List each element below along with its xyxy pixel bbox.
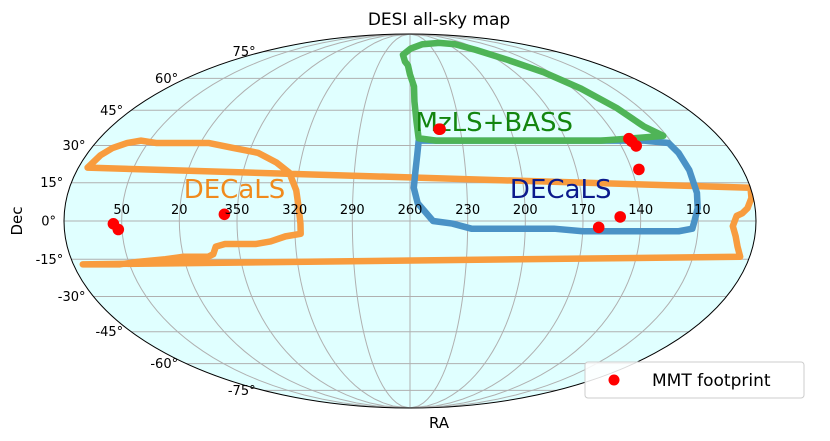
dec-tick-label: -30° (58, 290, 86, 305)
x-axis-label: RA (429, 414, 450, 432)
ra-tick-label: 320 (282, 203, 307, 218)
dec-tick-label: 15° (40, 176, 63, 191)
dec-tick-label: 45° (100, 104, 123, 119)
ra-gridline (178, 34, 411, 408)
ra-gridline (236, 34, 411, 408)
ra-tick-label: 170 (571, 203, 596, 218)
mmt-footprint-point (630, 140, 642, 152)
ra-tick-label: 230 (455, 203, 480, 218)
ra-tick-label: 350 (225, 203, 250, 218)
ra-tick-label: 20 (171, 203, 188, 218)
ra-gridline (294, 34, 411, 408)
region-label-decals: DECaLS (510, 175, 612, 205)
dec-tick-label: -75° (228, 384, 256, 399)
ra-gridline (409, 34, 526, 408)
dec-tick-label: 30° (62, 139, 85, 154)
ra-tick-label: 290 (340, 203, 365, 218)
legend-label-mmt-footprint: MMT footprint (652, 371, 771, 391)
region-label-decals: DECaLS (184, 175, 286, 205)
dec-tick-label: -45° (95, 325, 123, 340)
ra-gridline (121, 34, 411, 408)
mmt-footprint-point (614, 211, 626, 223)
sky-boundary (63, 33, 757, 409)
ra-tick-label: 110 (686, 203, 711, 218)
dec-tick-label: -15° (36, 253, 64, 268)
y-axis-label: Dec (8, 206, 26, 235)
dec-tick-labels: 75° 60° 45° 30° 15° 0° -15° -30° -45° -60° -75° (36, 45, 256, 399)
survey-regions (79, 39, 755, 268)
mmt-footprint-point (434, 123, 446, 135)
ra-tick-label: 260 (398, 203, 423, 218)
legend-marker (608, 374, 620, 386)
dec-tick-label: 75° (233, 45, 256, 60)
dec-tick-label: 60° (155, 72, 178, 87)
chart-title: DESI all-sky map (368, 10, 510, 30)
region-outline-decals-0 (79, 137, 755, 268)
ra-tick-label: 50 (113, 203, 130, 218)
dec-tick-label: 0° (41, 215, 56, 230)
legend: MMT footprint (584, 361, 805, 399)
mmt-footprint-points (107, 123, 645, 236)
ra-tick-label: 140 (628, 203, 653, 218)
dec-tick-label: -60° (150, 357, 178, 372)
mmt-footprint-point (112, 223, 125, 236)
legend-box (584, 361, 805, 399)
ra-gridline (351, 34, 411, 408)
region-outline-mzls-bass-2 (399, 39, 667, 144)
ra-tick-label: 200 (513, 203, 538, 218)
ra-tick-labels: 50 20 350 320 290 260 230 200 170 140 110 (113, 203, 710, 218)
mmt-footprint-point (633, 163, 645, 176)
mmt-footprint-point (592, 221, 605, 234)
ra-gridline (409, 34, 584, 408)
ra-gridline (409, 34, 469, 408)
mmt-footprint-point (218, 208, 231, 221)
